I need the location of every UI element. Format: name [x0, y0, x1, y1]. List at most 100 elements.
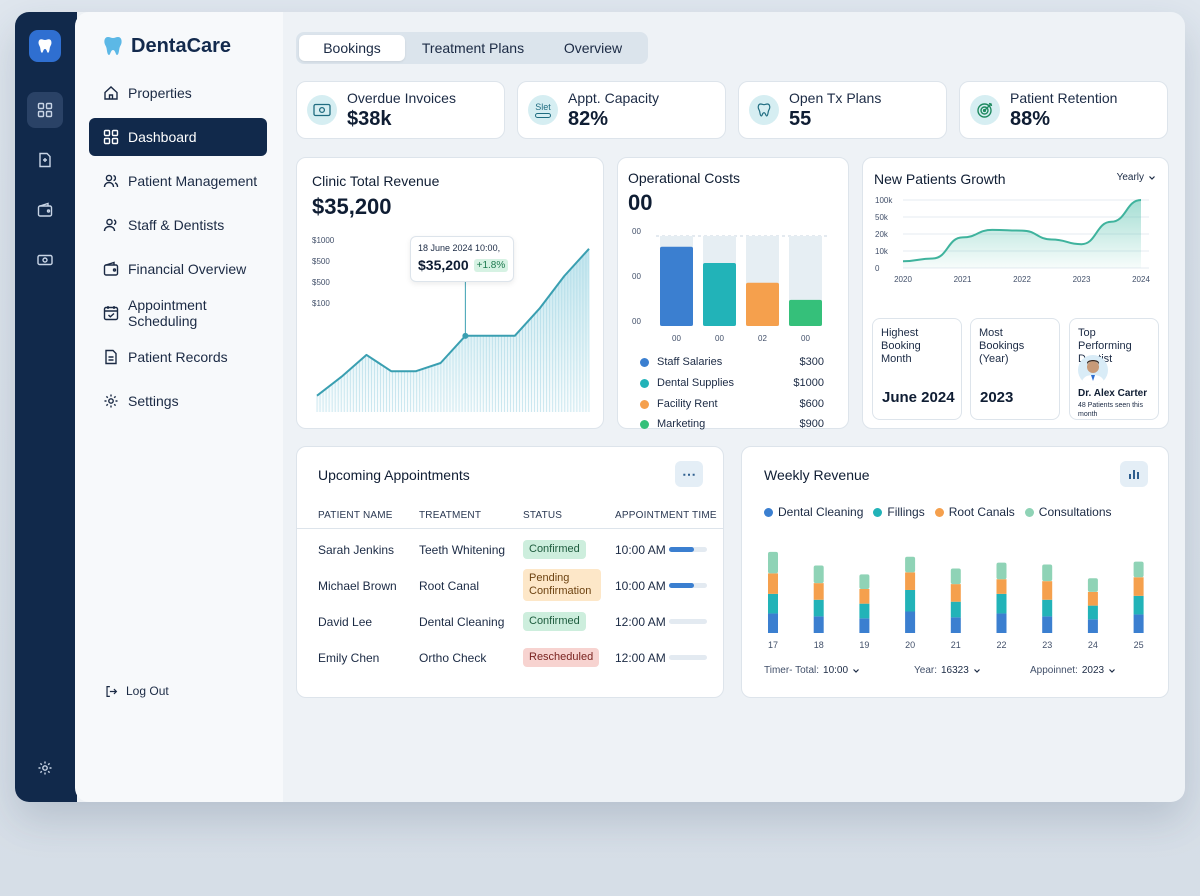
status-badge: Rescheduled — [523, 648, 600, 667]
weekly-title: Weekly Revenue — [764, 467, 870, 483]
time-progress-bar — [669, 655, 707, 660]
legend-label: Fillings — [887, 505, 925, 519]
legend-label: Root Canals — [948, 505, 1015, 519]
legend-item: Fillings — [873, 505, 925, 519]
weekly-bar-segment — [768, 573, 778, 594]
logout-button[interactable]: Log Out — [105, 684, 169, 698]
weekly-bar-segment — [1133, 614, 1144, 633]
icon-rail — [15, 12, 77, 802]
year-filter[interactable]: Year: 16323 — [914, 665, 981, 676]
status-badge: Pending Confirmation — [523, 569, 601, 601]
weekly-bar-segment — [950, 584, 961, 602]
rail-settings-icon[interactable] — [27, 750, 63, 786]
weekly-bar-segment — [950, 617, 961, 633]
kpi-overdue-invoices[interactable]: Overdue Invoices $38k — [296, 81, 505, 139]
top-dentist-card[interactable]: Top Performing Dentist Dr. Alex Carter 4… — [1069, 318, 1159, 420]
weekly-bar-segment — [813, 599, 824, 617]
tooltip-value: $35,200 — [418, 257, 469, 273]
legend-dot — [640, 357, 649, 367]
growth-card: New Patients Growth Yearly 100k 50k 20k 10k… — [862, 157, 1169, 429]
costs-y-tick: 00 — [632, 272, 641, 281]
sidebar-item-label: Dashboard — [128, 129, 197, 145]
column-header: APPOINTMENT TIME — [615, 510, 717, 521]
growth-x-tick: 2024 — [1132, 275, 1150, 284]
wallet-icon — [103, 261, 119, 276]
rail-wallet-icon[interactable] — [27, 192, 63, 228]
legend-dot — [640, 378, 649, 388]
kpi-patient-retention[interactable]: Patient Retention 88% — [959, 81, 1168, 139]
main-content: Bookings Treatment Plans Overview Overdu… — [283, 12, 1185, 802]
weekly-bar-segment — [813, 565, 824, 584]
user-icon — [103, 218, 117, 232]
timer-total-filter[interactable]: Timer- Total: 10:00 — [764, 665, 860, 676]
period-dropdown[interactable]: Yearly — [1117, 172, 1156, 183]
sub-card-value: 2023 — [980, 389, 1014, 406]
bar-chart-icon — [1129, 470, 1139, 479]
sidebar-item-patient-records[interactable]: Patient Records — [89, 338, 267, 376]
sidebar-item-appointment-scheduling[interactable]: Appointment Scheduling — [89, 294, 267, 332]
legend-label: Dental Cleaning — [778, 505, 864, 519]
filter-value: 16323 — [940, 665, 969, 676]
treatment-name: Dental Cleaning — [419, 615, 505, 629]
weekly-bar-segment — [859, 589, 870, 604]
tab-treatment-plans[interactable]: Treatment Plans — [421, 40, 525, 56]
weekly-bar-segment — [996, 613, 1007, 633]
filter-label: Timer- Total: — [764, 665, 820, 676]
costs-bar — [703, 263, 736, 326]
sidebar-item-label: Patient Management — [128, 173, 258, 189]
tooltip-change-badge: +1.8% — [473, 258, 509, 272]
weekly-bar-segment — [859, 618, 870, 633]
revenue-value: $35,200 — [312, 194, 392, 219]
costs-legend-item: Marketing $900 — [640, 416, 824, 432]
weekly-bar-segment — [996, 562, 1007, 580]
tab-overview[interactable]: Overview — [563, 40, 623, 56]
weekly-x-tick: 19 — [859, 640, 869, 650]
weekly-bar-segment — [859, 603, 870, 619]
chevron-down-icon — [1149, 175, 1155, 180]
legend-amount: $1000 — [793, 377, 824, 389]
tab-bookings[interactable]: Bookings — [299, 35, 405, 61]
weekly-bar-segment — [996, 593, 1007, 614]
progress-fill — [669, 583, 694, 588]
kpi-appt-capacity[interactable]: Slet Appt. Capacity 82% — [517, 81, 726, 139]
sidebar-item-staff-dentists[interactable]: Staff & Dentists — [89, 206, 267, 244]
growth-y-tick: 20k — [875, 230, 889, 239]
weekly-bar-segment — [905, 589, 916, 612]
rail-cash-icon[interactable] — [27, 242, 63, 278]
costs-y-tick: 00 — [632, 317, 641, 326]
logout-icon — [106, 685, 118, 697]
logout-label: Log Out — [126, 684, 169, 698]
appointment-time: 10:00 AM — [615, 579, 666, 593]
kpi-open-tx-plans[interactable]: Open Tx Plans 55 — [738, 81, 947, 139]
sidebar-item-settings[interactable]: Settings — [89, 382, 267, 420]
highest-booking-month-card: Highest Booking Month June 2024 — [872, 318, 962, 420]
chart-view-button[interactable] — [1120, 461, 1148, 487]
tooth-logo-icon[interactable] — [29, 30, 61, 62]
sidebar-item-patient-management[interactable]: Patient Management — [89, 162, 267, 200]
weekly-x-tick: 24 — [1088, 640, 1098, 650]
weekly-bar-segment — [905, 556, 916, 573]
tooth-icon — [749, 95, 779, 125]
more-options-button[interactable]: ⋯ — [675, 461, 703, 487]
weekly-bar-segment — [905, 611, 916, 633]
growth-y-tick: 0 — [875, 264, 880, 273]
revenue-y-tick: $500 — [312, 278, 330, 287]
growth-x-tick: 2020 — [894, 275, 912, 284]
revenue-line — [316, 248, 590, 397]
revenue-y-tick: $1000 — [312, 236, 335, 245]
weekly-bar-segment — [1133, 577, 1144, 596]
sidebar-item-financial-overview[interactable]: Financial Overview — [89, 250, 267, 288]
weekly-bar-segment — [813, 616, 824, 633]
legend-item: Root Canals — [934, 505, 1015, 519]
rail-grid-icon[interactable] — [27, 92, 63, 128]
chevron-down-icon — [853, 668, 859, 673]
legend-amount: $900 — [799, 418, 824, 430]
sidebar-item-properties[interactable]: Properties — [89, 74, 267, 112]
appointment-filter[interactable]: Appoinnet: 2023 — [1030, 665, 1116, 676]
dentist-detail: 48 Patients seen this month — [1078, 402, 1143, 418]
patient-name: David Lee — [318, 615, 373, 629]
brand[interactable]: DentaCare — [101, 34, 231, 58]
weekly-bar-segment — [1042, 599, 1053, 617]
sidebar-item-dashboard[interactable]: Dashboard — [89, 118, 267, 156]
rail-document-icon[interactable] — [27, 142, 63, 178]
